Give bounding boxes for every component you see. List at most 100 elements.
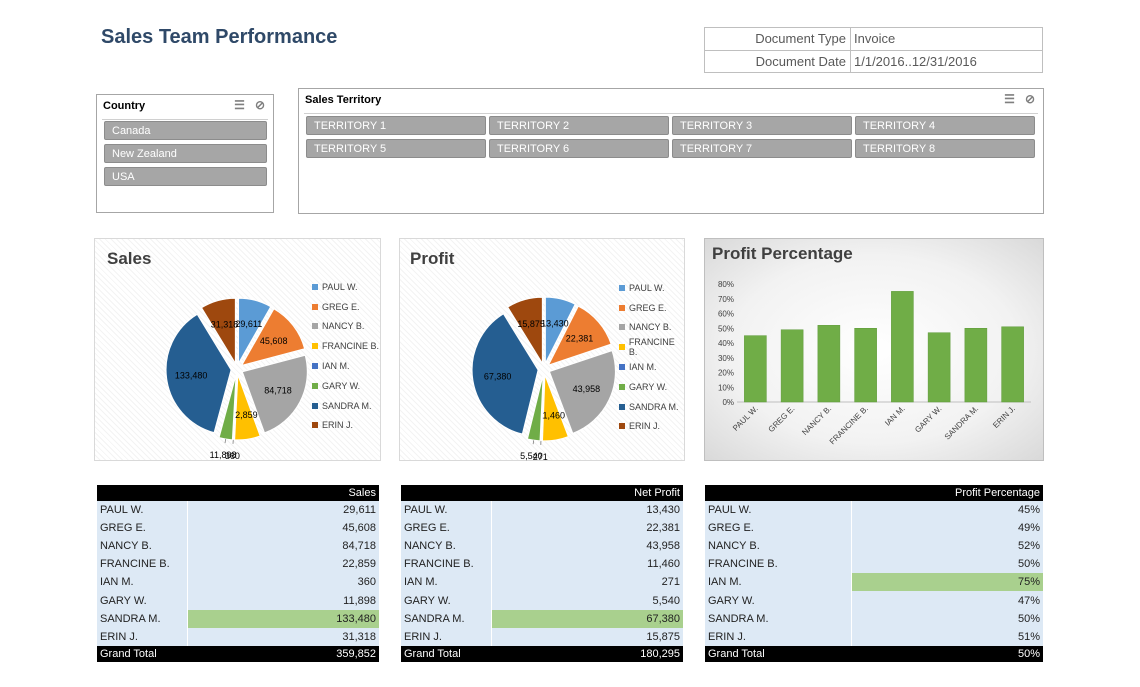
row-label[interactable]: ERIN J. xyxy=(401,627,492,646)
bar-nancy-b[interactable] xyxy=(817,325,841,403)
row-value[interactable]: 50% xyxy=(851,555,1043,574)
clear-filter-icon[interactable]: ⊘ xyxy=(1024,92,1035,106)
table-row[interactable]: FRANCINE B. 22,859 xyxy=(97,555,379,574)
bar-greg-e[interactable] xyxy=(780,329,804,403)
row-value[interactable]: 13,430 xyxy=(491,501,683,520)
table-row[interactable]: PAUL W. 45% xyxy=(705,501,1043,520)
slicer-item-territory-8[interactable]: TERRITORY 8 xyxy=(855,139,1035,158)
table-row[interactable]: ERIN J. 31,318 xyxy=(97,627,379,646)
slicer-item-canada[interactable]: Canada xyxy=(104,121,267,140)
row-label[interactable]: SANDRA M. xyxy=(401,609,492,628)
row-label[interactable]: PAUL W. xyxy=(705,501,852,520)
row-label[interactable]: GREG E. xyxy=(705,519,852,538)
row-value[interactable]: 51% xyxy=(851,627,1043,646)
row-value[interactable]: 67,380 xyxy=(491,609,683,628)
row-label[interactable]: SANDRA M. xyxy=(705,609,852,628)
pie-slice-erin-j[interactable] xyxy=(506,296,543,365)
slicer-item-territory-4[interactable]: TERRITORY 4 xyxy=(855,116,1035,135)
slicer-item-territory-7[interactable]: TERRITORY 7 xyxy=(672,139,852,158)
row-label[interactable]: PAUL W. xyxy=(97,501,188,520)
slicer-item-territory-1[interactable]: TERRITORY 1 xyxy=(306,116,486,135)
row-label[interactable]: ERIN J. xyxy=(97,627,188,646)
bar-sandra-m[interactable] xyxy=(964,328,988,403)
row-value[interactable]: 271 xyxy=(491,573,683,592)
row-label[interactable]: NANCY B. xyxy=(97,537,188,556)
pie-slice-ian-m[interactable] xyxy=(232,374,238,441)
table-row[interactable]: GREG E. 49% xyxy=(705,519,1043,538)
document-type-value[interactable]: Invoice xyxy=(854,31,896,46)
table-row[interactable]: IAN M. 360 xyxy=(97,573,379,592)
row-label[interactable]: NANCY B. xyxy=(705,537,852,556)
row-label[interactable]: PAUL W. xyxy=(401,501,492,520)
row-value[interactable]: 75% xyxy=(851,573,1043,592)
table-row[interactable]: ERIN J. 15,875 xyxy=(401,627,683,646)
row-label[interactable]: FRANCINE B. xyxy=(97,555,188,574)
row-value[interactable]: 360 xyxy=(187,573,379,592)
row-value[interactable]: 29,611 xyxy=(187,501,379,520)
pie-slice-sandra-m[interactable] xyxy=(471,313,539,435)
row-label[interactable]: IAN M. xyxy=(401,573,492,592)
multi-select-icon[interactable]: ☰ xyxy=(1004,92,1015,106)
pie-slice-erin-j[interactable] xyxy=(200,297,236,366)
row-value[interactable]: 5,540 xyxy=(491,591,683,610)
document-date-value[interactable]: 1/1/2016..12/31/2016 xyxy=(854,54,977,69)
row-label[interactable]: GREG E. xyxy=(401,519,492,538)
row-label[interactable]: NANCY B. xyxy=(401,537,492,556)
row-label[interactable]: IAN M. xyxy=(97,573,188,592)
pie-slice-nancy-b[interactable] xyxy=(548,350,616,434)
pie-slice-gary-w[interactable] xyxy=(526,374,544,442)
table-row[interactable]: GREG E. 22,381 xyxy=(401,519,683,538)
table-row[interactable]: GARY W. 47% xyxy=(705,591,1043,610)
bar-paul-w[interactable] xyxy=(744,335,767,403)
row-value[interactable]: 45% xyxy=(851,501,1043,520)
table-row[interactable]: NANCY B. 43,958 xyxy=(401,537,683,556)
row-value[interactable]: 52% xyxy=(851,537,1043,556)
pie-slice-sandra-m[interactable] xyxy=(165,313,232,434)
sales-pie-chart[interactable]: Sales 29,611 45,608 84,718 22,859 360 11,898 1… xyxy=(94,238,381,461)
slicer-item-usa[interactable]: USA xyxy=(104,167,267,186)
row-value[interactable]: 50% xyxy=(851,609,1043,628)
slicer-item-territory-6[interactable]: TERRITORY 6 xyxy=(489,139,669,158)
profit-percentage-bar-chart[interactable]: Profit Percentage 0% 10% 20% 30% 40% 50% 60% 70… xyxy=(704,238,1044,461)
table-row[interactable]: SANDRA M. 67,380 xyxy=(401,609,683,628)
row-value[interactable]: 133,480 xyxy=(187,609,379,628)
row-value[interactable]: 22,859 xyxy=(187,555,379,574)
table-row[interactable]: FRANCINE B. 50% xyxy=(705,555,1043,574)
slicer-item-new-zealand[interactable]: New Zealand xyxy=(104,144,267,163)
row-label[interactable]: ERIN J. xyxy=(705,627,852,646)
table-row[interactable]: ERIN J. 51% xyxy=(705,627,1043,646)
row-label[interactable]: SANDRA M. xyxy=(97,609,188,628)
pie-slice-paul-w[interactable] xyxy=(544,296,576,364)
slicer-item-territory-2[interactable]: TERRITORY 2 xyxy=(489,116,669,135)
table-row[interactable]: IAN M. 271 xyxy=(401,573,683,592)
pie-slice-paul-w[interactable] xyxy=(238,297,272,366)
pie-slice-nancy-b[interactable] xyxy=(241,354,308,434)
table-row[interactable]: IAN M. 75% xyxy=(705,573,1043,592)
pie-slice-greg-e[interactable] xyxy=(240,308,306,367)
bar-gary-w[interactable] xyxy=(927,332,951,403)
profit-pie-chart[interactable]: Profit 13,430 22,381 43,958 11,460 271 5,540 6… xyxy=(399,238,685,462)
table-row[interactable]: PAUL W. 29,611 xyxy=(97,501,379,520)
row-label[interactable]: IAN M. xyxy=(705,573,852,592)
pie-slice-francine-b[interactable] xyxy=(541,374,569,442)
pie-slice-greg-e[interactable] xyxy=(547,305,612,366)
row-value[interactable]: 11,460 xyxy=(491,555,683,574)
table-row[interactable]: SANDRA M. 50% xyxy=(705,609,1043,628)
table-row[interactable]: GARY W. 11,898 xyxy=(97,591,379,610)
row-label[interactable]: GARY W. xyxy=(705,591,852,610)
row-label[interactable]: GARY W. xyxy=(401,591,492,610)
row-label[interactable]: GARY W. xyxy=(97,591,188,610)
slicer-item-territory-3[interactable]: TERRITORY 3 xyxy=(672,116,852,135)
multi-select-icon[interactable]: ☰ xyxy=(234,98,245,112)
row-value[interactable]: 45,608 xyxy=(187,519,379,538)
table-row[interactable]: SANDRA M. 133,480 xyxy=(97,609,379,628)
table-row[interactable]: FRANCINE B. 11,460 xyxy=(401,555,683,574)
row-value[interactable]: 47% xyxy=(851,591,1043,610)
clear-filter-icon[interactable]: ⊘ xyxy=(254,98,265,112)
table-row[interactable]: GARY W. 5,540 xyxy=(401,591,683,610)
row-value[interactable]: 31,318 xyxy=(187,627,379,646)
row-value[interactable]: 43,958 xyxy=(491,537,683,556)
table-row[interactable]: NANCY B. 84,718 xyxy=(97,537,379,556)
row-value[interactable]: 11,898 xyxy=(187,591,379,610)
pie-slice-ian-m[interactable] xyxy=(540,374,545,442)
